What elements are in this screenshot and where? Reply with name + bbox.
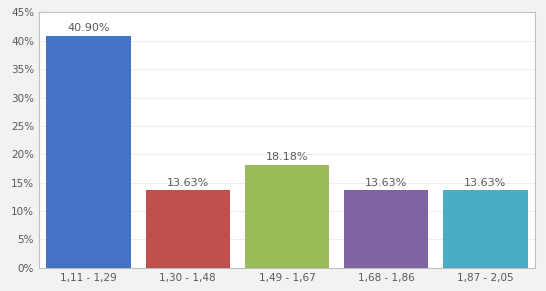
Text: 18.18%: 18.18%	[266, 152, 308, 162]
Text: 40.90%: 40.90%	[67, 24, 110, 33]
Bar	[443, 190, 527, 268]
Text: 13.63%: 13.63%	[464, 178, 507, 188]
Bar	[46, 36, 130, 268]
Bar	[344, 190, 429, 268]
Text: 13.63%: 13.63%	[365, 178, 407, 188]
Bar	[245, 165, 329, 268]
Bar	[146, 190, 230, 268]
Text: 13.63%: 13.63%	[167, 178, 209, 188]
